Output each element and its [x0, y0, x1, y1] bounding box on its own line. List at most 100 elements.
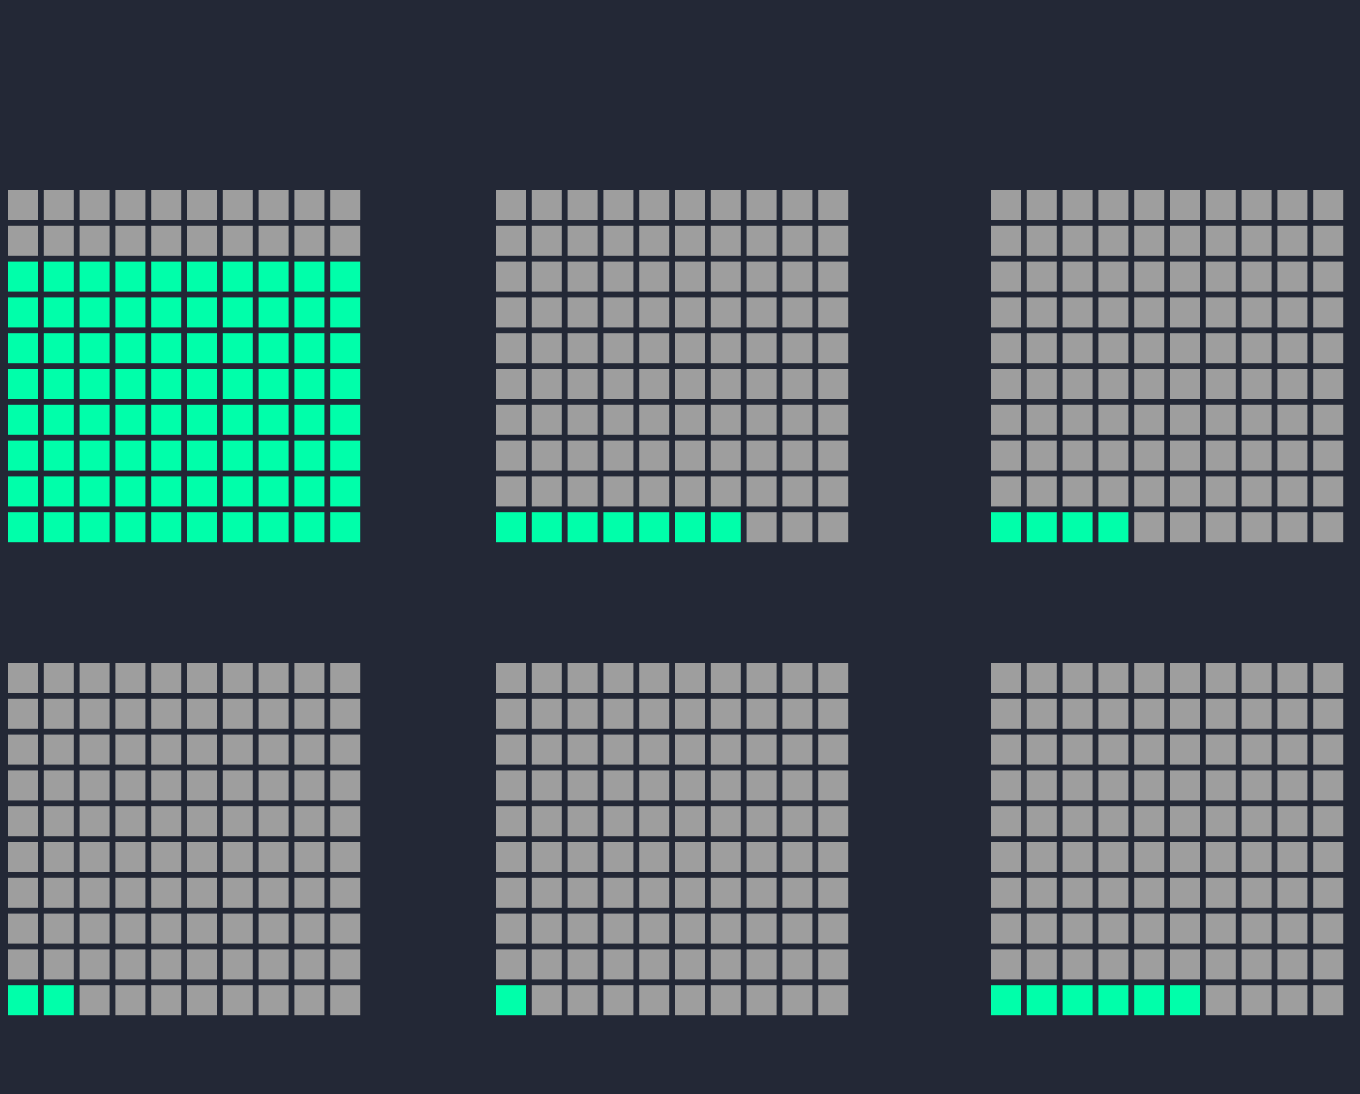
filled-cell	[43, 404, 74, 435]
empty-cell	[639, 190, 670, 220]
filled-cell	[258, 369, 289, 399]
empty-cell	[151, 985, 182, 1016]
filled-cell	[43, 512, 74, 543]
empty-cell	[675, 261, 705, 292]
empty-cell	[603, 297, 634, 328]
filled-cell	[330, 404, 361, 435]
empty-cell	[187, 190, 217, 220]
empty-cell	[1098, 404, 1129, 435]
empty-cell	[675, 663, 705, 693]
empty-cell	[710, 261, 741, 292]
empty-cell	[115, 734, 146, 765]
empty-cell	[294, 663, 325, 693]
empty-cell	[1098, 877, 1129, 908]
filled-cell	[222, 512, 253, 543]
empty-cell	[8, 949, 38, 980]
filled-cell	[8, 512, 38, 543]
empty-cell	[1241, 261, 1272, 292]
filled-cell	[43, 985, 74, 1016]
empty-cell	[818, 806, 849, 837]
empty-cell	[43, 663, 74, 693]
filled-cell	[258, 440, 289, 471]
empty-cell	[531, 663, 562, 693]
empty-cell	[115, 770, 146, 801]
empty-cell	[1277, 440, 1308, 471]
empty-cell	[603, 770, 634, 801]
filled-cell	[330, 512, 361, 543]
empty-cell	[8, 877, 38, 908]
empty-cell	[639, 698, 670, 729]
filled-cell	[710, 512, 741, 543]
filled-cell	[1026, 985, 1057, 1016]
empty-cell	[1098, 333, 1129, 364]
empty-cell	[746, 806, 777, 837]
filled-cell	[79, 440, 110, 471]
filled-cell	[43, 333, 74, 364]
empty-cell	[531, 698, 562, 729]
empty-cell	[1205, 770, 1236, 801]
empty-cell	[782, 734, 813, 765]
empty-cell	[1170, 842, 1200, 872]
empty-cell	[1241, 333, 1272, 364]
filled-cell	[330, 297, 361, 328]
empty-cell	[151, 806, 182, 837]
empty-cell	[115, 877, 146, 908]
empty-cell	[1241, 842, 1272, 872]
empty-cell	[496, 190, 526, 220]
empty-cell	[1277, 842, 1308, 872]
empty-cell	[1313, 440, 1344, 471]
empty-cell	[1062, 877, 1093, 908]
empty-cell	[603, 698, 634, 729]
empty-cell	[710, 440, 741, 471]
empty-cell	[294, 770, 325, 801]
empty-cell	[1313, 297, 1344, 328]
empty-cell	[1241, 225, 1272, 256]
empty-cell	[1062, 440, 1093, 471]
filled-cell	[151, 404, 182, 435]
empty-cell	[496, 949, 526, 980]
empty-cell	[746, 985, 777, 1016]
empty-cell	[1205, 225, 1236, 256]
empty-cell	[115, 949, 146, 980]
empty-cell	[675, 190, 705, 220]
empty-cell	[330, 877, 361, 908]
filled-cell	[151, 297, 182, 328]
empty-cell	[294, 225, 325, 256]
empty-cell	[1205, 913, 1236, 944]
empty-cell	[258, 842, 289, 872]
empty-cell	[639, 770, 670, 801]
empty-cell	[603, 985, 634, 1016]
empty-cell	[675, 297, 705, 328]
empty-cell	[79, 842, 110, 872]
filled-cell	[496, 985, 526, 1016]
empty-cell	[1205, 476, 1236, 507]
empty-cell	[1205, 806, 1236, 837]
empty-cell	[1277, 261, 1308, 292]
empty-cell	[603, 476, 634, 507]
empty-cell	[294, 190, 325, 220]
empty-cell	[222, 842, 253, 872]
empty-cell	[187, 913, 217, 944]
empty-cell	[1277, 698, 1308, 729]
empty-cell	[258, 663, 289, 693]
empty-cell	[79, 877, 110, 908]
empty-cell	[1170, 440, 1200, 471]
empty-cell	[675, 440, 705, 471]
empty-cell	[294, 949, 325, 980]
empty-cell	[818, 985, 849, 1016]
filled-cell	[115, 476, 146, 507]
empty-cell	[531, 476, 562, 507]
empty-cell	[1313, 476, 1344, 507]
empty-cell	[496, 770, 526, 801]
empty-cell	[531, 985, 562, 1016]
empty-cell	[1277, 476, 1308, 507]
empty-cell	[187, 985, 217, 1016]
empty-cell	[294, 698, 325, 729]
empty-cell	[1134, 734, 1165, 765]
empty-cell	[567, 770, 598, 801]
empty-cell	[818, 698, 849, 729]
empty-cell	[1170, 333, 1200, 364]
filled-cell	[222, 369, 253, 399]
